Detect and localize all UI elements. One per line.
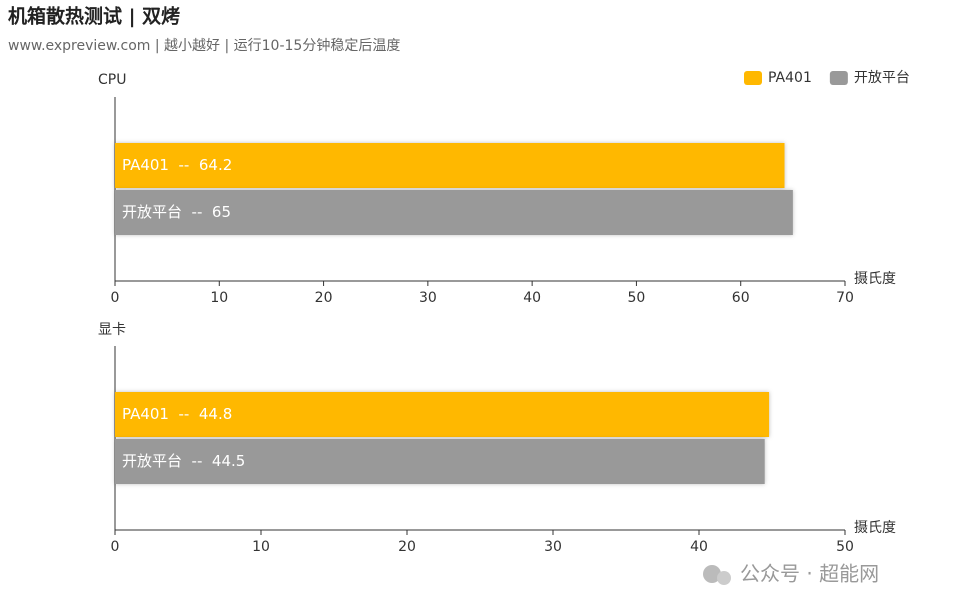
bar: PA401 xyxy=(115,143,785,188)
axis-title: 显卡 xyxy=(98,322,126,338)
page-title: 机箱散热测试 | 双烤 xyxy=(8,5,180,28)
bar: 开放平台 xyxy=(115,190,793,235)
x-tick-label: 0 xyxy=(111,290,120,306)
x-axis-label: 摄氏度 xyxy=(854,271,896,287)
bar-label: 开放平台 -- 44.5 xyxy=(122,452,245,470)
bar-label: PA401 -- 64.2 xyxy=(122,156,232,174)
x-tick-label: 40 xyxy=(523,290,541,306)
x-tick-label: 0 xyxy=(111,539,120,555)
page-subtitle: www.expreview.com | 越小越好 | 运行10-15分钟稳定后温… xyxy=(8,37,400,54)
bar: PA401 xyxy=(115,392,770,437)
x-tick-label: 20 xyxy=(315,290,333,306)
bar: 开放平台 xyxy=(115,439,765,484)
wechat-icon xyxy=(703,565,721,583)
bar-label: PA401 -- 44.8 xyxy=(122,405,232,423)
wechat-icon xyxy=(717,571,731,585)
axis-title: CPU xyxy=(98,72,126,88)
bar-label: 开放平台 -- 65 xyxy=(122,203,231,221)
x-tick-label: 70 xyxy=(836,290,854,306)
watermark: 公众号 · 超能网 xyxy=(740,562,879,586)
x-tick-label: 40 xyxy=(690,539,708,555)
legend-swatch xyxy=(829,71,848,85)
x-tick-label: 60 xyxy=(732,290,750,306)
legend-label: 开放平台 xyxy=(854,70,910,86)
legend-label: PA401 xyxy=(768,70,812,86)
x-tick-label: 30 xyxy=(419,290,437,306)
x-tick-label: 50 xyxy=(836,539,854,555)
x-tick-label: 30 xyxy=(544,539,562,555)
x-tick-label: 20 xyxy=(398,539,416,555)
legend-swatch xyxy=(744,71,762,85)
x-tick-label: 10 xyxy=(210,290,228,306)
x-tick-label: 10 xyxy=(252,539,270,555)
x-tick-label: 50 xyxy=(628,290,646,306)
x-axis-label: 摄氏度 xyxy=(854,520,896,536)
